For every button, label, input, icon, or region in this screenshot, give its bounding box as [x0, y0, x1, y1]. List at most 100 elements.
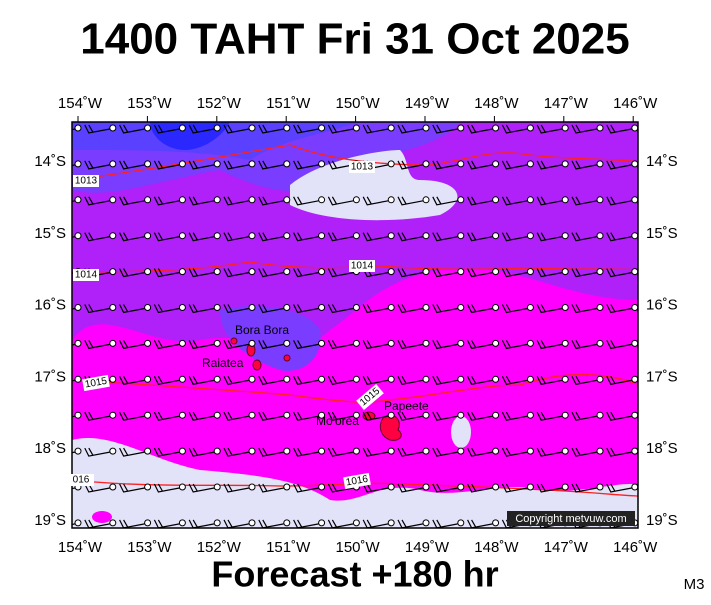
wind-barb [258, 376, 284, 385]
station [422, 447, 430, 455]
station [387, 124, 395, 132]
station [318, 519, 326, 527]
isobar-label: 016 [68, 474, 94, 486]
station [631, 447, 638, 455]
station [109, 519, 117, 527]
station [74, 124, 82, 132]
wind-barb [327, 340, 354, 350]
wind-barb [223, 376, 250, 385]
station [283, 447, 291, 455]
wind-barb [536, 304, 563, 314]
wind-barb [293, 268, 319, 278]
wind-barb [153, 160, 180, 170]
station [283, 160, 291, 168]
station [178, 124, 186, 132]
wind-barb [188, 196, 215, 206]
copyright: Copyright metvuw.com [515, 513, 626, 525]
station [631, 160, 638, 168]
station [561, 447, 569, 455]
wind-barb [606, 376, 632, 385]
wind-barb [84, 232, 110, 242]
wind-barb [432, 411, 458, 421]
station [422, 232, 430, 240]
station [457, 268, 465, 276]
isobar-label-box [356, 384, 384, 410]
lon-label-bottom: 150˚W [336, 539, 381, 556]
station [283, 411, 291, 419]
station [213, 124, 221, 132]
wind-barb [397, 304, 424, 314]
wind-barb [223, 304, 250, 314]
station [352, 411, 360, 419]
station [526, 232, 534, 240]
wind-barb [501, 340, 528, 350]
station [387, 339, 395, 347]
forecast-label: Forecast +180 hr [211, 554, 498, 595]
station [387, 411, 395, 419]
model-label: M3 [684, 576, 705, 593]
map-frame [71, 121, 639, 529]
station [596, 304, 604, 311]
wind-barb [119, 196, 145, 206]
wind-barb [258, 340, 284, 350]
wind-barb [293, 304, 319, 314]
station [109, 339, 117, 347]
place-label: Raiatea [202, 356, 244, 370]
wind-barb [397, 232, 424, 242]
wind-barb [293, 340, 319, 350]
map-field [72, 122, 638, 528]
station [422, 268, 430, 276]
isobar-label-text: 1015 [84, 376, 108, 391]
station [492, 375, 500, 383]
wind-barb [606, 160, 632, 170]
station [596, 447, 604, 455]
wind-barb [606, 232, 632, 242]
station [387, 483, 395, 491]
station [387, 375, 395, 383]
lat-label-right: 19˚S [646, 512, 678, 529]
isobar-label-box [82, 374, 110, 392]
wind-barb [571, 447, 598, 457]
wind-barb [327, 196, 354, 206]
station [422, 483, 430, 491]
wind-barb [467, 376, 493, 385]
wind-barb [293, 483, 319, 493]
wind-barb [397, 268, 424, 278]
station [387, 304, 395, 311]
station [213, 304, 221, 311]
isobar-label: 1016 [343, 472, 371, 490]
station [178, 232, 186, 240]
station [248, 160, 256, 168]
station [596, 268, 604, 276]
station [631, 304, 638, 311]
station [422, 411, 430, 419]
isobar-label: 1013 [349, 161, 375, 173]
station [178, 339, 186, 347]
wind-barb [84, 411, 110, 421]
wind-barb [258, 447, 284, 457]
station [352, 519, 360, 527]
station [74, 411, 82, 419]
station [74, 447, 82, 455]
wind-barb [536, 196, 563, 206]
wind-barb [327, 160, 354, 170]
wind-barb [536, 411, 563, 421]
station [596, 124, 604, 132]
wind-barb [467, 411, 493, 421]
wind-barb [119, 160, 145, 170]
station [422, 339, 430, 347]
station [457, 411, 465, 419]
wind-barb [397, 160, 424, 170]
station [178, 196, 186, 204]
wind-barb [606, 447, 632, 457]
wind-barb [84, 447, 110, 457]
station [318, 268, 326, 276]
wind-barb [223, 196, 250, 206]
wind-barb [153, 411, 180, 421]
lon-label-top: 147˚W [544, 95, 589, 112]
station [248, 196, 256, 204]
wind-barb [153, 340, 180, 350]
wind-barb [536, 124, 563, 134]
isobar-label-text: 1013 [351, 162, 374, 173]
station [457, 519, 465, 527]
